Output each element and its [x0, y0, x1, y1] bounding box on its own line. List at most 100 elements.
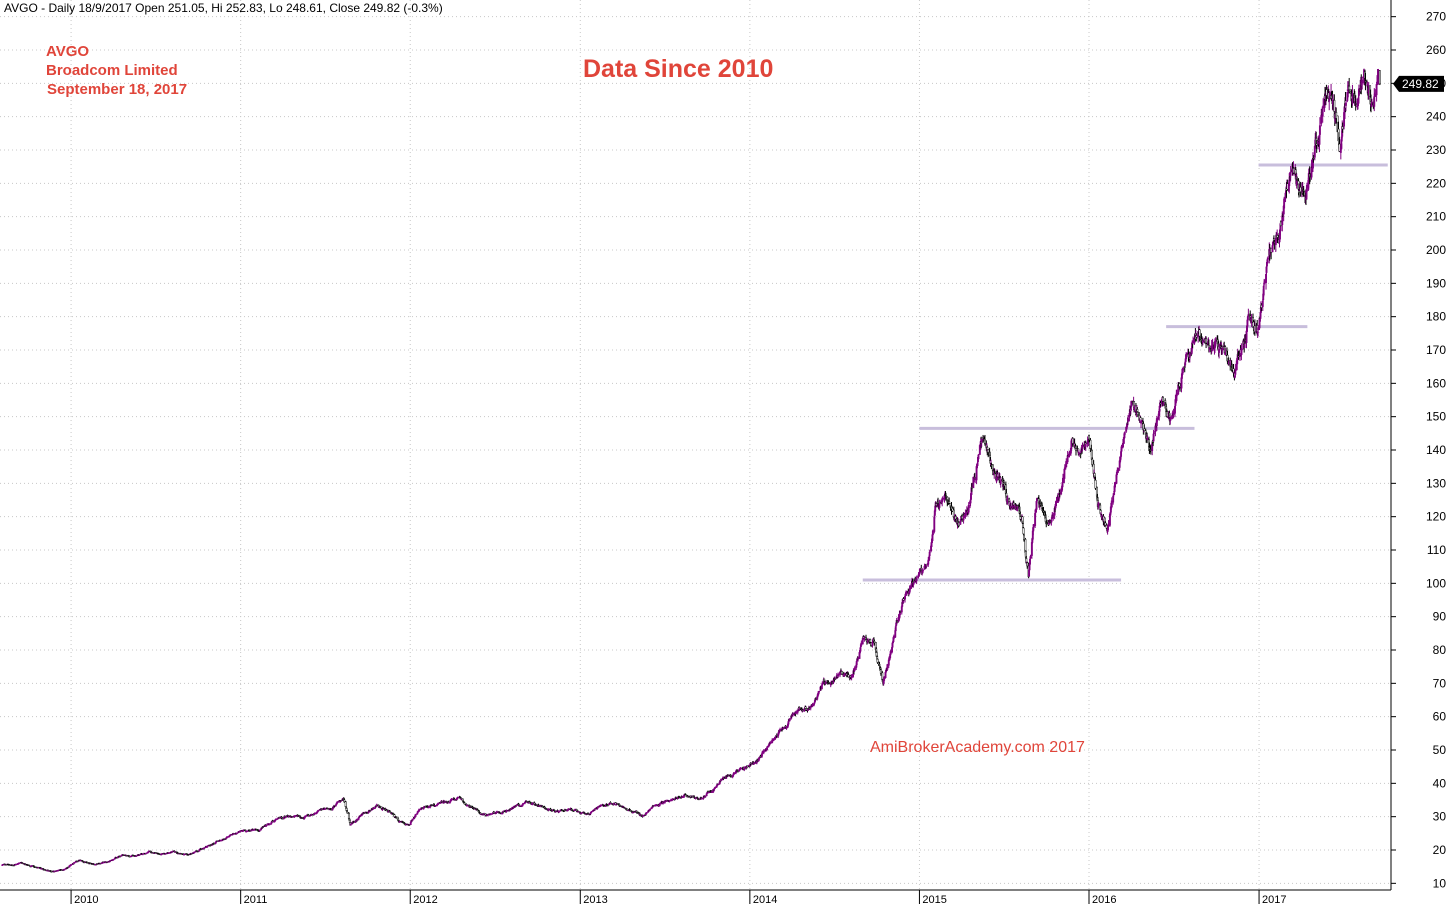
candle	[528, 800, 531, 804]
candle-body	[348, 819, 351, 823]
candle-body	[720, 778, 723, 781]
candle	[859, 646, 862, 654]
candle	[665, 799, 668, 802]
candle	[834, 678, 837, 680]
candle-body	[931, 530, 934, 536]
candle-body	[766, 747, 768, 750]
candle-body	[401, 821, 404, 823]
candle-body	[284, 816, 287, 818]
candle	[102, 861, 105, 864]
candle-body	[813, 702, 816, 704]
candle	[349, 823, 352, 826]
candle-body	[141, 853, 144, 856]
candle	[512, 805, 515, 809]
candle	[73, 862, 76, 864]
candle	[112, 858, 115, 861]
price-series	[1, 68, 1381, 873]
candle	[334, 804, 337, 807]
candle-body	[891, 642, 894, 648]
candle	[284, 815, 287, 818]
candle-body	[997, 476, 999, 478]
candle-body	[787, 721, 790, 725]
candle	[265, 824, 268, 828]
candle-body	[1036, 498, 1038, 502]
candle-body	[73, 862, 76, 864]
candle-body	[772, 739, 775, 742]
candle-body	[859, 647, 862, 652]
candle-body	[606, 804, 609, 807]
candle	[606, 804, 609, 807]
candle-body	[1022, 523, 1024, 528]
candle-body	[623, 806, 625, 809]
candle	[736, 770, 739, 773]
candle-body	[369, 810, 372, 812]
candle	[346, 811, 349, 814]
candle-body	[977, 454, 980, 460]
candle-body	[759, 756, 762, 758]
candle	[878, 662, 881, 666]
candle-body	[344, 801, 347, 807]
candle-body	[1035, 501, 1038, 510]
candle-body	[840, 671, 843, 675]
candle	[366, 811, 368, 814]
candle	[713, 788, 716, 792]
candle	[525, 800, 528, 803]
candle-body	[717, 783, 720, 786]
candle-body	[515, 804, 518, 806]
candle	[388, 810, 391, 813]
candle-body	[705, 793, 708, 797]
candle	[70, 864, 73, 866]
candle	[983, 434, 986, 446]
candle	[343, 798, 346, 803]
candle	[554, 811, 557, 813]
candle-body	[762, 750, 765, 753]
candle	[883, 676, 886, 684]
candle	[431, 804, 434, 807]
candle-body	[336, 801, 339, 803]
candle	[760, 753, 763, 758]
candle-body	[570, 809, 573, 811]
candle-body	[388, 810, 391, 813]
candle	[649, 808, 651, 811]
candle-body	[27, 864, 30, 867]
candle-body	[596, 806, 599, 808]
candle-body	[357, 817, 360, 820]
candle-body	[894, 626, 897, 632]
candle-body	[948, 501, 951, 504]
candle	[271, 819, 274, 823]
candle	[359, 814, 362, 817]
candle-body	[909, 586, 912, 590]
candle-body	[170, 851, 173, 853]
candle	[347, 812, 350, 820]
candle-body	[138, 854, 141, 856]
candle-body	[414, 814, 417, 816]
candle	[141, 853, 144, 856]
candle-body	[590, 811, 593, 813]
candle	[912, 582, 915, 588]
candle-body	[476, 809, 479, 811]
candle-body	[528, 801, 531, 803]
candle-body	[1030, 542, 1033, 556]
candle-body	[999, 481, 1002, 485]
candle	[544, 807, 547, 810]
candle	[1063, 468, 1066, 483]
candle-body	[668, 800, 671, 802]
candle	[623, 806, 625, 809]
candle-body	[904, 595, 906, 600]
candle-body	[271, 820, 274, 822]
candle	[258, 829, 261, 832]
candle	[762, 749, 765, 755]
candle-body	[327, 808, 329, 810]
candle	[1071, 437, 1074, 447]
candle	[886, 663, 889, 672]
candle-body	[359, 815, 362, 817]
candle-body	[408, 824, 411, 826]
candle	[645, 812, 648, 814]
candle-body	[349, 823, 352, 826]
candle-body	[879, 669, 882, 674]
candle-body	[922, 569, 925, 571]
candle	[811, 702, 814, 708]
candle	[170, 851, 173, 853]
